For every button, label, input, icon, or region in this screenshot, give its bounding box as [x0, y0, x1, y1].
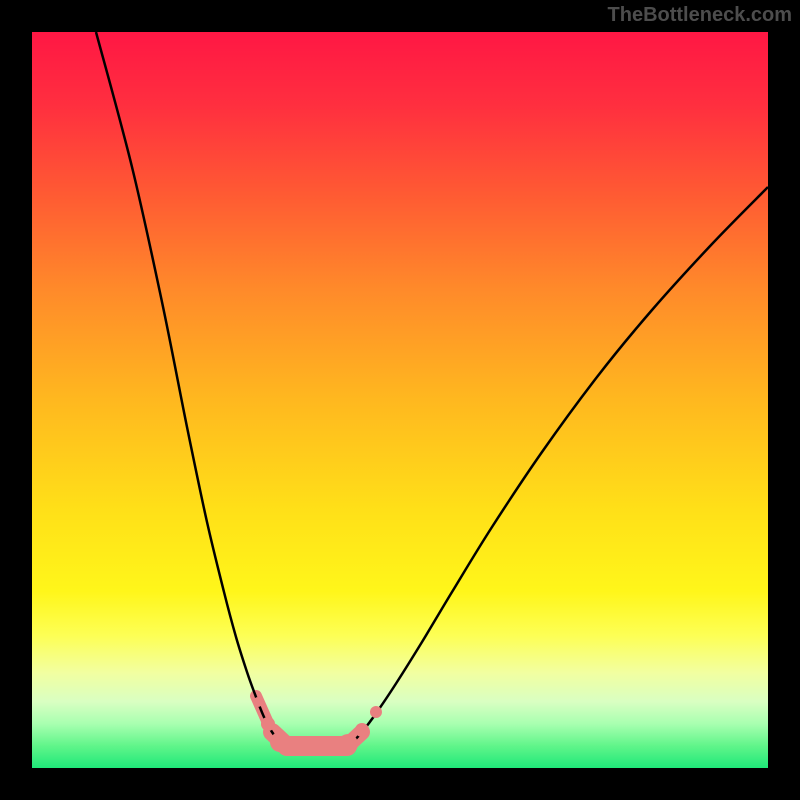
watermark-text: TheBottleneck.com [608, 4, 792, 27]
left-curve [96, 32, 283, 746]
marker-dot [338, 734, 358, 754]
marker-dot [253, 697, 263, 707]
plot-area [32, 32, 768, 768]
marker-dot [261, 717, 275, 731]
curve-overlay [32, 32, 768, 768]
marker-dot [355, 723, 369, 737]
chart-container: TheBottleneck.com [0, 0, 800, 800]
right-curve [349, 187, 768, 746]
marker-dot [370, 706, 382, 718]
